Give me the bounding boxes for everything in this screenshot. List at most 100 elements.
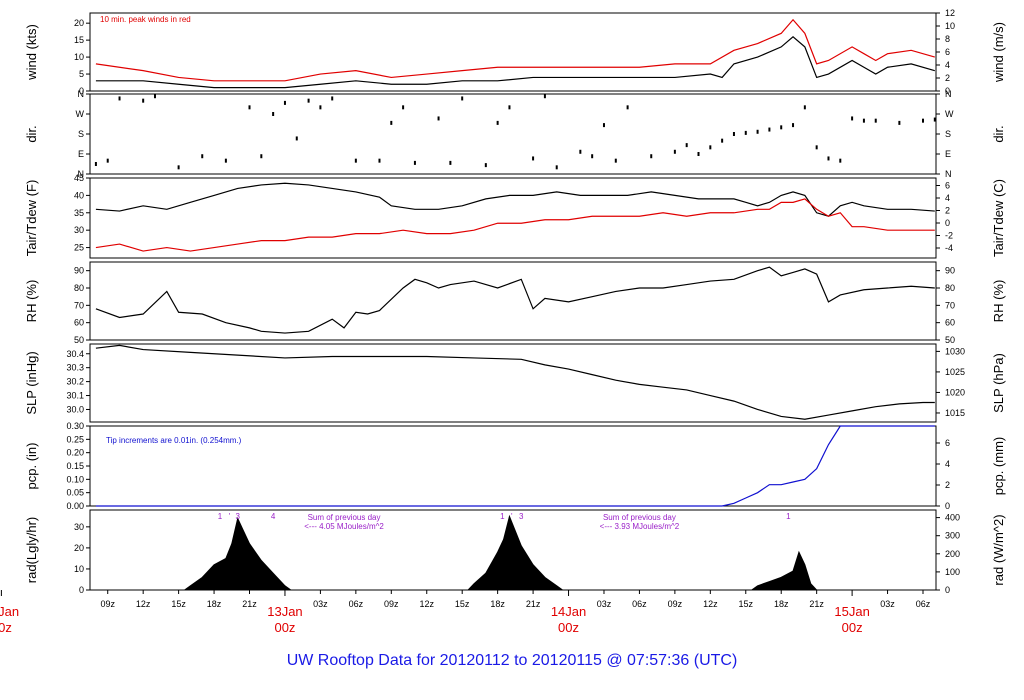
hour-tick-label: 15z: [455, 599, 470, 609]
dir-point: [508, 105, 511, 110]
hour-tick-label: 09z: [384, 599, 399, 609]
dir-ytick-label: N: [78, 169, 85, 179]
dir-point: [922, 118, 925, 123]
rad-right-ytick-label: 200: [945, 549, 960, 559]
rad-area: [182, 514, 818, 591]
pcp-ylabel-right: pcp. (mm): [991, 437, 1006, 496]
wind-right-ytick-label: 2: [945, 73, 950, 83]
pcp-ytick-label: 0.30: [66, 421, 84, 431]
day-label-time: 00z: [558, 620, 579, 635]
slp-ylabel-right: SLP (hPa): [991, 353, 1006, 413]
day-label-time: 00z: [0, 620, 12, 635]
rh-ylabel-right: RH (%): [991, 280, 1006, 323]
rad-marker: 1: [500, 512, 505, 521]
pcp-right-ytick-label: 6: [945, 438, 950, 448]
hour-tick-label: 21z: [809, 599, 824, 609]
slp-right-ytick-label: 1020: [945, 387, 965, 397]
dir-ylabel: dir.: [24, 125, 39, 142]
temp-line-Tdew: [95, 198, 935, 252]
dir-point: [484, 163, 487, 168]
rad-ylabel: rad(Lgly/hr): [24, 517, 39, 583]
temp-right-ytick-label: -2: [945, 231, 953, 241]
dir-ytick-label: W: [76, 109, 85, 119]
dir-point: [851, 116, 854, 121]
rh-ytick-label: 50: [74, 335, 84, 345]
dir-point: [650, 154, 653, 159]
temp-panel-frame: [89, 177, 937, 259]
rh-ylabel: RH (%): [24, 280, 39, 323]
pcp-right-ytick-label: 4: [945, 459, 950, 469]
hour-tick-label: 12z: [419, 599, 434, 609]
temp-ytick-label: 30: [74, 225, 84, 235]
pcp-ytick-label: 0.10: [66, 474, 84, 484]
dir-point: [933, 117, 936, 122]
dir-point: [874, 118, 877, 123]
rh-right-ytick-label: 50: [945, 335, 955, 345]
rad-ytick-label: 0: [79, 585, 84, 595]
rh-ytick-label: 90: [74, 266, 84, 276]
rad-ylabel-right: rad (W/m^2): [991, 514, 1006, 585]
day-label-time: 00z: [842, 620, 863, 635]
day-label-date: 12Jan: [0, 604, 19, 619]
dir-point: [402, 105, 405, 110]
wind-ytick-label: 0: [79, 86, 84, 96]
wind-ytick-label: 10: [74, 52, 84, 62]
slp-ytick-label: 30.2: [66, 377, 84, 387]
chart-title: UW Rooftop Data for 20120112 to 20120115…: [286, 652, 738, 669]
wind-right-ytick-label: 6: [945, 47, 950, 57]
wind-ytick-label: 20: [74, 18, 84, 28]
rad-right-ytick-label: 0: [945, 585, 950, 595]
temp-right-ytick-label: -4: [945, 243, 953, 253]
dir-point: [744, 130, 747, 135]
dir-point: [461, 96, 464, 101]
wind-annotation: 10 min. peak winds in red: [100, 15, 191, 24]
hour-tick-label: 15z: [171, 599, 186, 609]
rh-right-ytick-label: 90: [945, 266, 955, 276]
dir-point: [839, 158, 842, 163]
slp-right-ytick-label: 1030: [945, 346, 965, 356]
hour-tick-label: 21z: [242, 599, 257, 609]
temp-ytick-label: 40: [74, 190, 84, 200]
rh-right-ytick-label: 60: [945, 318, 955, 328]
slp-panel-frame: [89, 343, 937, 423]
dir-point: [449, 160, 452, 165]
temp-line-Tair: [95, 182, 935, 217]
hour-tick-label: 06z: [632, 599, 647, 609]
rh-right-ytick-label: 80: [945, 283, 955, 293]
wind-right-ytick-label: 10: [945, 21, 955, 31]
slp-right-ytick-label: 1025: [945, 367, 965, 377]
dir-point: [898, 120, 901, 125]
dir-point: [94, 162, 97, 166]
pcp-ytick-label: 0.05: [66, 488, 84, 498]
dir-panel-frame: [89, 93, 937, 175]
dir-point: [827, 156, 830, 161]
rad-ytick-label: 20: [74, 543, 84, 553]
dir-point: [768, 127, 771, 132]
dir-right-ytick-label: S: [945, 129, 951, 139]
hour-tick-label: 18z: [207, 599, 222, 609]
hour-tick-label: 06z: [349, 599, 364, 609]
wind-ylabel-right: wind (m/s): [991, 22, 1006, 83]
day-label-date: 14Jan: [551, 604, 586, 619]
hour-tick-label: 09z: [100, 599, 115, 609]
dir-ytick-label: S: [78, 129, 84, 139]
rh-line-0: [95, 266, 935, 334]
dir-ylabel-right: dir.: [991, 125, 1006, 142]
dir-point: [602, 123, 605, 128]
dir-point: [224, 158, 227, 163]
rh-ytick-label: 60: [74, 318, 84, 328]
dir-point: [756, 129, 759, 134]
rad-ytick-label: 30: [74, 522, 84, 532]
wind-right-ytick-label: 12: [945, 8, 955, 18]
temp-ylabel: Tair/Tdew (F): [24, 180, 39, 257]
dir-point: [555, 165, 558, 170]
temp-right-ytick-label: 0: [945, 218, 950, 228]
day-label-date: 15Jan: [834, 604, 869, 619]
hour-tick-label: 09z: [668, 599, 683, 609]
pcp-right-ytick-label: 2: [945, 480, 950, 490]
dir-ytick-label: E: [78, 149, 84, 159]
slp-ytick-label: 30.3: [66, 363, 84, 373]
rad-right-ytick-label: 100: [945, 567, 960, 577]
dir-point: [614, 158, 617, 163]
rad-right-ytick-label: 300: [945, 531, 960, 541]
